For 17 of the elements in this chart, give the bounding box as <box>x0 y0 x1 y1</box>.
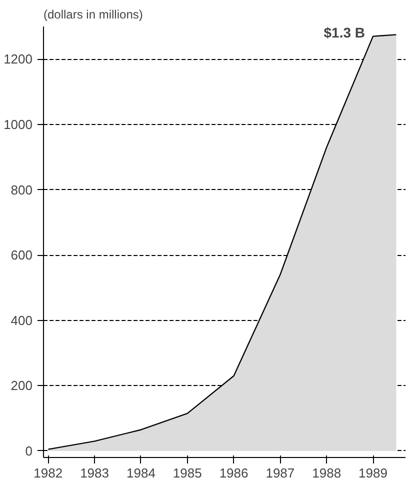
y-axis-title: (dollars in millions) <box>44 8 143 22</box>
x-tick-label: 1985 <box>172 466 202 480</box>
annotation: $1.3 B <box>324 24 366 40</box>
y-tick-label: 600 <box>10 248 33 263</box>
y-tick-label: 400 <box>10 312 33 328</box>
x-tick-label: 1987 <box>266 466 295 480</box>
x-tick-label: 1983 <box>80 466 110 480</box>
x-tick-label: 1986 <box>219 466 248 480</box>
y-tick-label: 200 <box>10 378 33 394</box>
y-tick-label: 0 <box>25 443 33 458</box>
y-tick-label: 800 <box>10 182 33 198</box>
y-tick-label: 1200 <box>4 52 32 67</box>
x-tick-label: 1988 <box>312 466 342 480</box>
x-tick-label: 1982 <box>34 466 63 480</box>
y-tick-label: 1000 <box>4 116 32 132</box>
x-tick-label: 1989 <box>358 466 388 480</box>
x-tick-label: 1984 <box>126 466 156 480</box>
